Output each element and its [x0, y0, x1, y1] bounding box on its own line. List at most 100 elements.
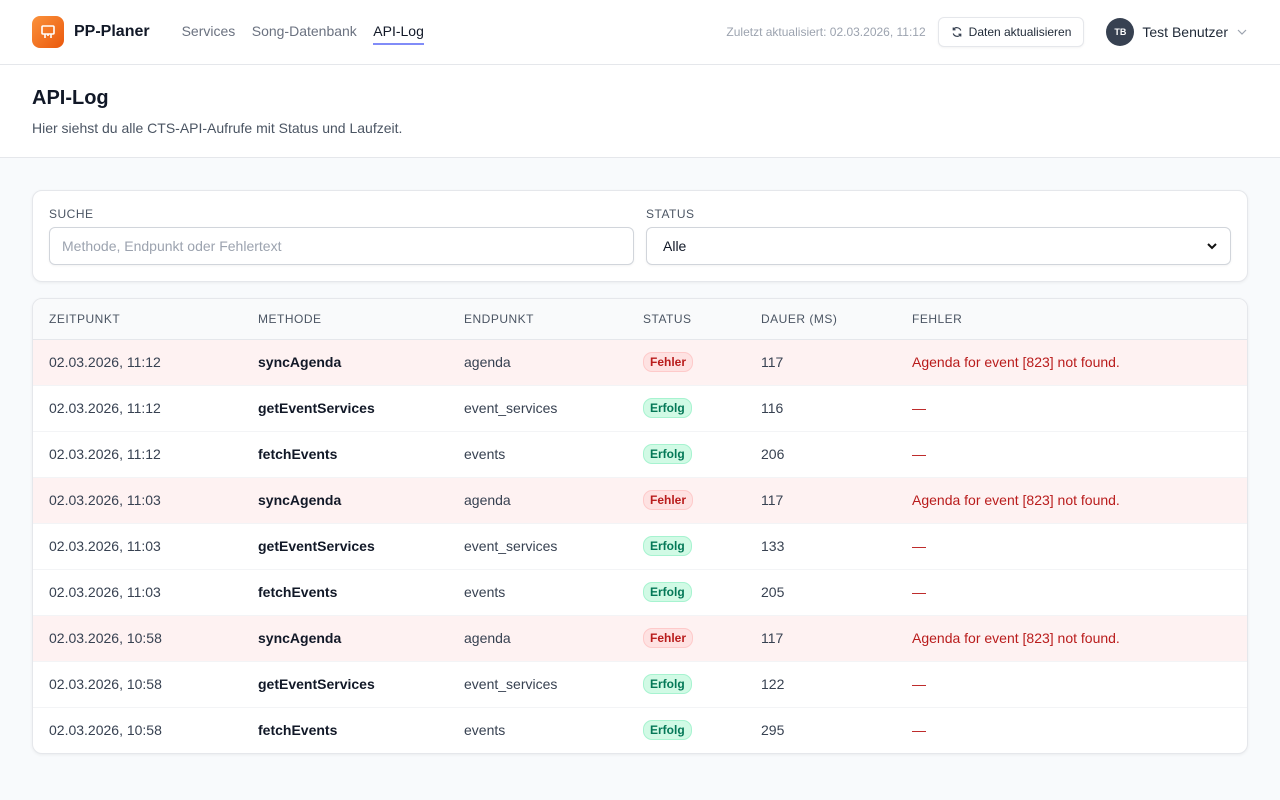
table-row: 02.03.2026, 11:12 getEventServices event… [33, 385, 1247, 432]
cell-duration: 117 [745, 339, 896, 386]
nav-api-log[interactable]: API-Log [373, 19, 424, 45]
cell-time: 02.03.2026, 10:58 [33, 661, 242, 708]
app-logo-icon [32, 16, 64, 48]
cell-method: getEventServices [242, 661, 448, 708]
table-row: 02.03.2026, 11:12 syncAgenda agenda Fehl… [33, 339, 1247, 386]
table-row: 02.03.2026, 11:12 fetchEvents events Erf… [33, 431, 1247, 478]
cell-duration: 117 [745, 477, 896, 524]
cell-duration: 295 [761, 722, 785, 739]
cell-error: — [896, 523, 1247, 570]
cell-time: 02.03.2026, 10:58 [49, 722, 162, 739]
cell-duration: 206 [745, 431, 896, 478]
table-row: 02.03.2026, 11:03 fetchEvents events Erf… [33, 569, 1247, 616]
status-badge: Erfolg [643, 536, 692, 556]
status-badge: Fehler [643, 490, 694, 510]
cell-method: fetchEvents [258, 722, 338, 739]
cell-method: syncAgenda [242, 615, 448, 662]
cell-error: — [912, 722, 926, 739]
cell-method: syncAgenda [242, 477, 448, 524]
api-log-table: ZEITPUNKT METHODE ENDPUNKT STATUS DAUER (MS)… [32, 298, 1248, 754]
chevron-down-icon [1207, 243, 1217, 250]
cell-method: syncAgenda [242, 339, 448, 386]
cell-method: getEventServices [242, 523, 448, 570]
last-updated: Zuletzt aktualisiert: 02.03.2026, 11:12 [726, 25, 926, 39]
status-badge: Erfolg [643, 674, 692, 694]
cell-status: Erfolg [627, 523, 745, 570]
cell-duration: 116 [745, 385, 896, 432]
cell-time: 02.03.2026, 11:12 [33, 339, 242, 386]
table-row: 02.03.2026, 10:58 fetchEvents events Erf… [33, 707, 1247, 753]
cell-duration: 122 [745, 661, 896, 708]
cell-status: Erfolg [627, 431, 745, 478]
status-badge: Erfolg [643, 398, 692, 418]
cell-status: Fehler [627, 615, 745, 662]
column-header: STATUS [627, 299, 745, 340]
cell-time: 02.03.2026, 10:58 [33, 615, 242, 662]
filter-card: SUCHE Methode, Endpunkt oder Fehlertext … [32, 190, 1248, 282]
page-title: API-Log [32, 87, 109, 109]
cell-endpoint: events [448, 431, 627, 478]
search-input[interactable]: Methode, Endpunkt oder Fehlertext [49, 227, 634, 265]
cell-endpoint: events [464, 722, 506, 739]
cell-endpoint: event_services [448, 385, 627, 432]
cell-status: Fehler [627, 477, 745, 524]
status-badge: Erfolg [643, 720, 692, 741]
cell-error: — [896, 661, 1247, 708]
cell-status: Erfolg [627, 385, 745, 432]
nav-song-datenbank[interactable]: Song-Datenbank [251, 23, 357, 39]
cell-status: Erfolg [627, 569, 745, 616]
cell-error: Agenda for event [823] not found. [896, 477, 1247, 524]
nav-services[interactable]: Services [181, 23, 236, 39]
cell-error: Agenda for event [823] not found. [896, 339, 1247, 386]
cell-status: Fehler [627, 339, 745, 386]
cell-endpoint: agenda [448, 339, 627, 386]
avatar[interactable]: TB [1106, 18, 1135, 46]
cell-time: 02.03.2026, 11:03 [33, 569, 242, 616]
cell-error: Agenda for event [823] not found. [896, 615, 1247, 662]
cell-endpoint: event_services [448, 523, 627, 570]
column-header: ZEITPUNKT [33, 299, 242, 340]
cell-status: Erfolg [627, 661, 745, 708]
cell-error: — [896, 385, 1247, 432]
refresh-label: Daten aktualisieren [968, 25, 1072, 39]
cell-method: fetchEvents [242, 569, 448, 616]
user-name[interactable]: Test Benutzer [1142, 24, 1228, 40]
refresh-icon [952, 27, 962, 37]
top-bar: PP-Planer Services Song-Datenbank API-Lo… [0, 0, 1280, 65]
table-row: 02.03.2026, 10:58 syncAgenda agenda Fehl… [33, 615, 1247, 662]
cell-time: 02.03.2026, 11:12 [33, 431, 242, 478]
cell-error: — [896, 569, 1247, 616]
cell-time: 02.03.2026, 11:12 [33, 385, 242, 432]
table-row: 02.03.2026, 11:03 syncAgenda agenda Fehl… [33, 477, 1247, 524]
cell-method: getEventServices [242, 385, 448, 432]
table-row: 02.03.2026, 10:58 getEventServices event… [33, 661, 1247, 708]
cell-status: Erfolg [627, 707, 745, 753]
cell-endpoint: agenda [448, 477, 627, 524]
page-header: API-Log Hier siehst du alle CTS-API-Aufr… [0, 65, 1280, 158]
column-header: FEHLER [896, 299, 1247, 340]
app-name: PP-Planer [74, 23, 150, 40]
search-label: SUCHE [49, 207, 94, 221]
status-badge: Fehler [643, 352, 694, 372]
column-header: METHODE [242, 299, 448, 340]
column-header: DAUER (MS) [745, 299, 896, 340]
cell-duration: 133 [745, 523, 896, 570]
cell-error: — [896, 431, 1247, 478]
status-select[interactable]: Alle [646, 227, 1231, 265]
main-nav: Services Song-Datenbank API-Log [182, 19, 436, 45]
cell-method: fetchEvents [242, 431, 448, 478]
status-select-value: Alle [663, 238, 687, 254]
chevron-down-icon[interactable] [1236, 26, 1248, 38]
cell-duration: 205 [745, 569, 896, 616]
table-row: 02.03.2026, 11:03 getEventServices event… [33, 523, 1247, 570]
cell-endpoint: event_services [448, 661, 627, 708]
cell-endpoint: agenda [448, 615, 627, 662]
status-badge: Fehler [643, 628, 694, 648]
cell-endpoint: events [448, 569, 627, 616]
status-label: STATUS [646, 207, 695, 221]
page-subtitle: Hier siehst du alle CTS-API-Aufrufe mit … [32, 120, 403, 136]
refresh-button[interactable]: Daten aktualisieren [937, 17, 1085, 47]
cell-time: 02.03.2026, 11:03 [33, 477, 242, 524]
column-header: ENDPUNKT [448, 299, 627, 340]
cell-time: 02.03.2026, 11:03 [33, 523, 242, 570]
